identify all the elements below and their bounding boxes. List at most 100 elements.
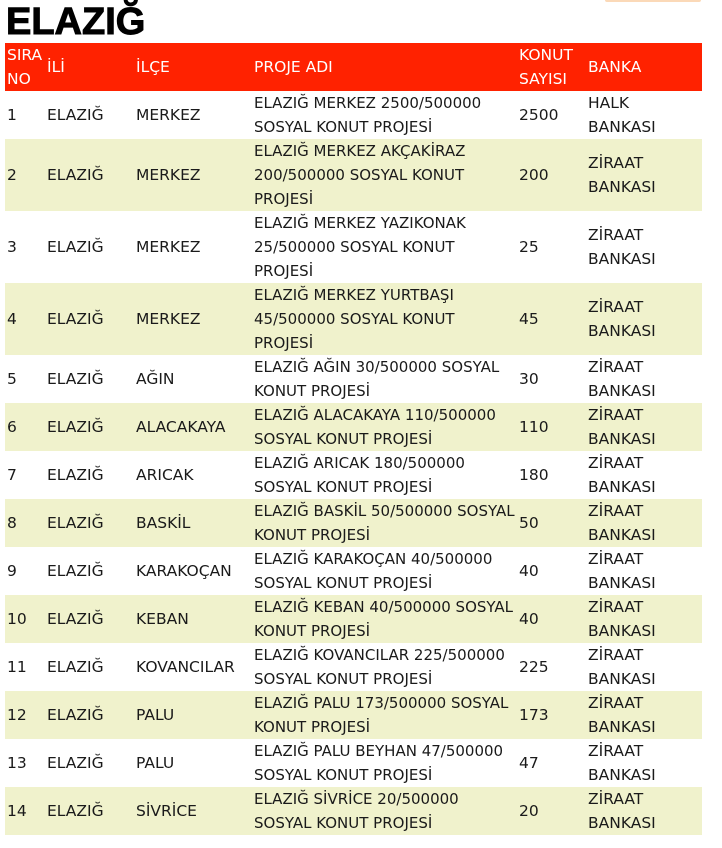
cell-banka: ZİRAAT BANKASI: [586, 787, 702, 835]
cell-ilce: MERKEZ: [134, 139, 252, 211]
cell-ilce: PALU: [136, 754, 175, 772]
cell-sira-no: 11: [7, 658, 27, 676]
cell-konut-sayisi: 50: [517, 499, 586, 547]
cell-proje-adi: ELAZIĞ KARAKOÇAN 40/500000 SOSYAL KONUT …: [254, 550, 493, 592]
cell-ili: ELAZIĞ: [45, 283, 134, 355]
cell-konut-sayisi: 2500: [519, 106, 559, 124]
cell-ilce: ARICAK: [136, 466, 194, 484]
cell-ili: ELAZIĞ: [45, 787, 134, 835]
cell-sira-no: 2: [5, 139, 45, 211]
table-header-row: SIRA NO İLİ İLÇE PROJE ADI KONUT SAYISI …: [5, 43, 702, 91]
cell-banka: ZİRAAT BANKASI: [586, 283, 702, 355]
cell-sira-no: 13: [7, 754, 27, 772]
cell-proje-adi: ELAZIĞ AĞIN 30/500000 SOSYAL KONUT PROJE…: [254, 358, 500, 400]
cell-ili: ELAZIĞ: [47, 238, 104, 256]
table-row: 2 ELAZIĞ MERKEZ ELAZIĞ MERKEZ AKÇAKİRAZ 200…: [5, 139, 702, 211]
cell-banka: ZİRAAT BANKASI: [588, 646, 656, 688]
cell-ili: ELAZIĞ: [47, 754, 104, 772]
cell-sira-no: 6: [5, 403, 45, 451]
cell-ilce: PALU: [134, 691, 252, 739]
cell-ilce: KARAKOÇAN: [136, 562, 232, 580]
table-row: 14 ELAZIĞ SİVRİCE ELAZIĞ SİVRİCE 20/500000 …: [5, 787, 702, 835]
cell-banka: ZİRAAT BANKASI: [588, 742, 656, 784]
table-row: 10 ELAZIĞ KEBAN ELAZIĞ KEBAN 40/500000 SOSY…: [5, 595, 702, 643]
cell-proje-adi: ELAZIĞ PALU BEYHAN 47/500000 SOSYAL KONU…: [254, 742, 504, 784]
cell-proje-adi: ELAZIĞ MERKEZ YAZIKONAK 25/500000 SOSYAL…: [254, 214, 466, 280]
cell-sira-no: 10: [5, 595, 45, 643]
cell-ili: ELAZIĞ: [45, 499, 134, 547]
cell-banka: HALK BANKASI: [588, 94, 656, 136]
cell-ilce: MERKEZ: [134, 283, 252, 355]
header-banka: BANKA: [586, 43, 702, 91]
cell-banka: ZİRAAT BANKASI: [588, 550, 656, 592]
cell-sira-no: 4: [5, 283, 45, 355]
cell-ili: ELAZIĞ: [47, 562, 104, 580]
cell-ili: ELAZIĞ: [47, 370, 104, 388]
header-sira-no: SIRA NO: [5, 43, 45, 91]
cell-sira-no: 8: [5, 499, 45, 547]
cell-ilce: SİVRİCE: [134, 787, 252, 835]
cell-proje-adi: ELAZIĞ KOVANCILAR 225/500000 SOSYAL KONU…: [254, 646, 505, 688]
cell-banka: ZİRAAT BANKASI: [588, 358, 656, 400]
cell-ili: ELAZIĞ: [47, 106, 104, 124]
table-row: 1 ELAZIĞ MERKEZ ELAZIĞ MERKEZ 2500/500000 S…: [5, 91, 702, 139]
cell-proje-adi: ELAZIĞ SİVRİCE 20/500000 SOSYAL KONUT PR…: [252, 787, 517, 835]
cell-ilce: MERKEZ: [136, 238, 201, 256]
cell-ili: ELAZIĞ: [45, 691, 134, 739]
table-row: 9 ELAZIĞ KARAKOÇAN ELAZIĞ KARAKOÇAN 40/5000…: [5, 547, 702, 595]
cell-ili: ELAZIĞ: [47, 658, 104, 676]
cell-ilce: BASKİL: [134, 499, 252, 547]
cell-konut-sayisi: 25: [519, 238, 539, 256]
table-row: 6 ELAZIĞ ALACAKAYA ELAZIĞ ALACAKAYA 110/500…: [5, 403, 702, 451]
table-row: 11 ELAZIĞ KOVANCILAR ELAZIĞ KOVANCILAR 225/…: [5, 643, 702, 691]
cell-konut-sayisi: 200: [517, 139, 586, 211]
table-row: 12 ELAZIĞ PALU ELAZIĞ PALU 173/500000 SOSYA…: [5, 691, 702, 739]
cell-ilce: ALACAKAYA: [134, 403, 252, 451]
cell-sira-no: 1: [7, 106, 17, 124]
cell-konut-sayisi: 40: [517, 595, 586, 643]
table-row: 5 ELAZIĞ AĞIN ELAZIĞ AĞIN 30/500000 SOSYAL …: [5, 355, 702, 403]
cell-banka: ZİRAAT BANKASI: [588, 454, 656, 496]
projects-table: SIRA NO İLİ İLÇE PROJE ADI KONUT SAYISI …: [5, 43, 702, 835]
cell-konut-sayisi: 110: [517, 403, 586, 451]
cell-ilce: MERKEZ: [136, 106, 201, 124]
header-ili: İLİ: [45, 43, 134, 91]
cell-sira-no: 9: [7, 562, 17, 580]
cell-konut-sayisi: 20: [517, 787, 586, 835]
cell-konut-sayisi: 30: [519, 370, 539, 388]
cell-ilce: KOVANCILAR: [136, 658, 235, 676]
header-ilce: İLÇE: [134, 43, 252, 91]
cell-proje-adi: ELAZIĞ ARICAK 180/500000 SOSYAL KONUT PR…: [254, 454, 465, 496]
cell-ili: ELAZIĞ: [45, 139, 134, 211]
cell-proje-adi: ELAZIĞ MERKEZ 2500/500000 SOSYAL KONUT P…: [254, 94, 482, 136]
cell-proje-adi: ELAZIĞ MERKEZ AKÇAKİRAZ 200/500000 SOSYA…: [252, 139, 517, 211]
cell-ili: ELAZIĞ: [45, 403, 134, 451]
cell-banka: ZİRAAT BANKASI: [586, 499, 702, 547]
cell-banka: ZİRAAT BANKASI: [586, 403, 702, 451]
cell-proje-adi: ELAZIĞ MERKEZ YURTBAŞI 45/500000 SOSYAL …: [252, 283, 517, 355]
table-row: 7 ELAZIĞ ARICAK ELAZIĞ ARICAK 180/500000 SO…: [5, 451, 702, 499]
cell-sira-no: 7: [7, 466, 17, 484]
table-row: 13 ELAZIĞ PALU ELAZIĞ PALU BEYHAN 47/500000…: [5, 739, 702, 787]
cell-sira-no: 14: [5, 787, 45, 835]
cell-ili: ELAZIĞ: [47, 466, 104, 484]
table-row: 3 ELAZIĞ MERKEZ ELAZIĞ MERKEZ YAZIKONAK 25/…: [5, 211, 702, 283]
cell-proje-adi: ELAZIĞ PALU 173/500000 SOSYAL KONUT PROJ…: [252, 691, 517, 739]
cell-ilce: AĞIN: [136, 370, 175, 388]
cell-ili: ELAZIĞ: [45, 595, 134, 643]
table-row: 8 ELAZIĞ BASKİL ELAZIĞ BASKİL 50/500000 SOS…: [5, 499, 702, 547]
cell-sira-no: 3: [7, 238, 17, 256]
cell-konut-sayisi: 45: [517, 283, 586, 355]
header-proje-adi: PROJE ADI: [252, 43, 517, 91]
cell-konut-sayisi: 173: [517, 691, 586, 739]
cell-konut-sayisi: 47: [519, 754, 539, 772]
cell-ilce: KEBAN: [134, 595, 252, 643]
cell-sira-no: 5: [7, 370, 17, 388]
table-row: 4 ELAZIĞ MERKEZ ELAZIĞ MERKEZ YURTBAŞI 45/5…: [5, 283, 702, 355]
top-right-button-edge[interactable]: [605, 0, 701, 2]
cell-banka: ZİRAAT BANKASI: [588, 226, 656, 268]
cell-konut-sayisi: 180: [519, 466, 549, 484]
cell-banka: ZİRAAT BANKASI: [586, 595, 702, 643]
cell-sira-no: 12: [5, 691, 45, 739]
page-title: ELAZIĞ: [5, 1, 146, 44]
